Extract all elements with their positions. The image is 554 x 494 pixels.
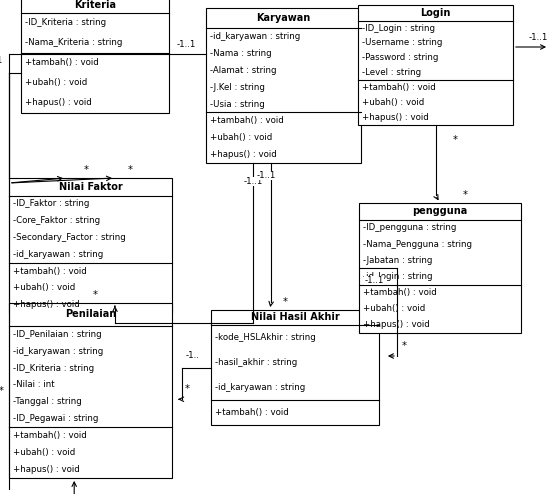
Text: -Tanggal : string: -Tanggal : string [13,397,82,407]
Text: -Level : string: -Level : string [362,68,421,77]
Text: -ID_Pegawai : string: -ID_Pegawai : string [13,414,99,423]
Text: *: * [184,384,189,394]
Text: *: * [0,385,3,396]
Text: -ID_Kriteria : string: -ID_Kriteria : string [13,364,94,372]
Text: Nilai Hasil Akhir: Nilai Hasil Akhir [250,313,340,323]
Text: Karyawan: Karyawan [257,13,311,23]
Text: -ID_Penilaian : string: -ID_Penilaian : string [13,329,101,339]
Text: +ubah() : void: +ubah() : void [25,79,87,87]
Text: -ID_Login : string: -ID_Login : string [362,24,435,33]
Text: *: * [463,190,468,200]
Text: +tambah() : void: +tambah() : void [362,83,436,92]
Bar [21,0,169,113]
Text: +ubah() : void: +ubah() : void [362,98,424,107]
Text: +tambah() : void: +tambah() : void [215,408,289,417]
Text: *: * [402,341,407,351]
Text: pengguna: pengguna [412,206,468,216]
Text: +tambah() : void: +tambah() : void [13,431,87,440]
Text: -Nama : string: -Nama : string [210,49,271,58]
Text: +hapus() : void: +hapus() : void [363,321,430,329]
Text: *: * [93,290,98,300]
Text: *: * [283,297,288,307]
Text: +hapus() : void: +hapus() : void [210,150,277,159]
Text: +tambah() : void: +tambah() : void [13,267,87,276]
Text: *: * [84,165,89,175]
Text: -kode_HSLAkhir : string: -kode_HSLAkhir : string [215,333,316,342]
Text: -Jabatan : string: -Jabatan : string [363,256,432,265]
Text: Penilaian: Penilaian [65,309,116,320]
Text: -J.Kel : string: -J.Kel : string [210,82,265,92]
Bar [358,5,513,125]
Text: *: * [453,135,458,145]
Text: +ubah() : void: +ubah() : void [210,133,272,142]
Text: -ID_pengguna : string: -ID_pengguna : string [363,223,456,233]
Bar [211,310,379,425]
Text: -Nilai : int: -Nilai : int [13,380,55,389]
Text: Login: Login [420,8,451,18]
Bar [359,203,521,333]
Text: Kriteria: Kriteria [74,0,116,10]
Text: -1..: -1.. [186,351,200,360]
Text: +ubah() : void: +ubah() : void [363,304,425,313]
Text: -id_karyawan : string: -id_karyawan : string [210,32,300,41]
Text: -id_karyawan : string: -id_karyawan : string [215,383,305,392]
Text: -Password : string: -Password : string [362,53,438,62]
Text: +ubah() : void: +ubah() : void [13,448,75,457]
Text: -hasil_akhir : string: -hasil_akhir : string [215,358,297,367]
Text: +ubah() : void: +ubah() : void [13,284,75,292]
Text: +hapus() : void: +hapus() : void [25,98,92,108]
Text: -1..1: -1..1 [243,176,263,186]
Text: Nilai Faktor: Nilai Faktor [59,182,122,192]
Text: -id_login : string: -id_login : string [363,272,433,281]
Text: -1..1: -1..1 [0,56,3,65]
Text: *: * [127,165,132,175]
Text: -1..1: -1..1 [529,33,548,41]
Text: +tambah() : void: +tambah() : void [25,58,99,68]
Text: -Core_Faktor : string: -Core_Faktor : string [13,216,100,225]
Text: -Alamat : string: -Alamat : string [210,66,276,75]
Text: +hapus() : void: +hapus() : void [13,300,80,309]
Text: -Secondary_Factor : string: -Secondary_Factor : string [13,233,126,242]
Text: -1..1: -1..1 [176,40,196,49]
Text: -1..1: -1..1 [257,170,276,179]
Bar [9,303,172,478]
Bar [9,178,172,313]
Text: -id_karyawan : string: -id_karyawan : string [13,250,103,259]
Text: -Usia : string: -Usia : string [210,99,265,109]
Text: -id_karyawan : string: -id_karyawan : string [13,347,103,356]
Text: -ID_Kriteria : string: -ID_Kriteria : string [25,18,106,28]
Text: +hapus() : void: +hapus() : void [13,465,80,474]
Text: -Username : string: -Username : string [362,39,443,47]
Text: -Nama_Pengguna : string: -Nama_Pengguna : string [363,240,472,248]
Text: +tambah() : void: +tambah() : void [210,117,284,125]
Bar [206,8,361,163]
Text: -ID_Faktor : string: -ID_Faktor : string [13,200,89,208]
Text: -1..1: -1..1 [365,276,384,285]
Text: +tambah() : void: +tambah() : void [363,288,437,297]
Text: -Nama_Kriteria : string: -Nama_Kriteria : string [25,39,122,47]
Text: +hapus() : void: +hapus() : void [362,113,429,122]
